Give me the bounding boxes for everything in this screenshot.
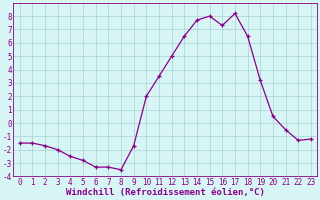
X-axis label: Windchill (Refroidissement éolien,°C): Windchill (Refroidissement éolien,°C) [66, 188, 265, 197]
